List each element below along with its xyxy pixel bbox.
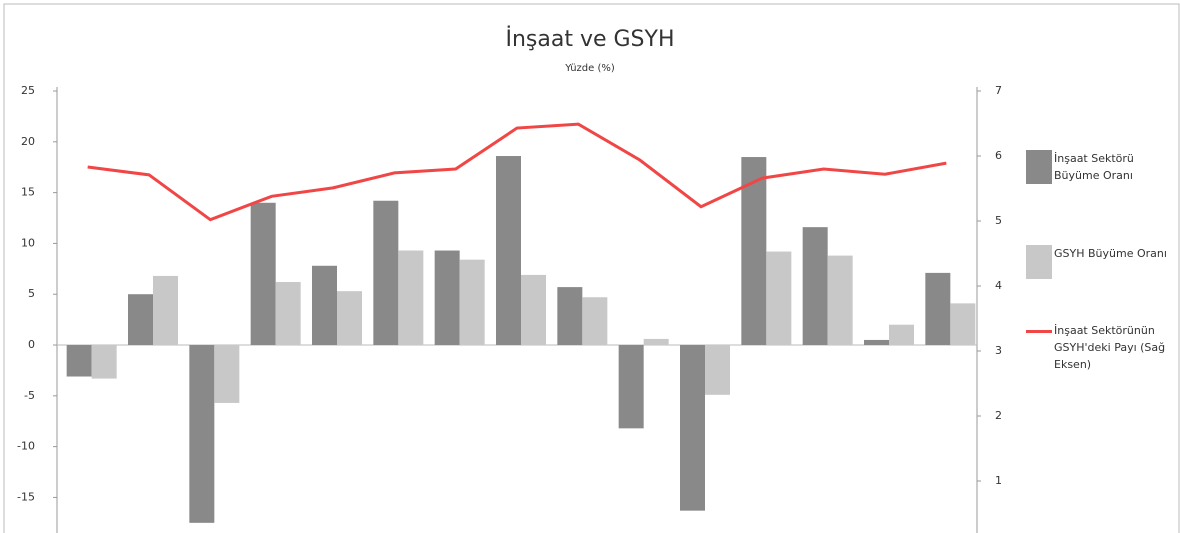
y2-tick-label: 1	[995, 474, 1002, 487]
chart-subtitle: Yüzde (%)	[564, 63, 615, 74]
bar	[91, 345, 117, 379]
y-tick-label: -5	[24, 389, 35, 402]
y-tick-label: -15	[17, 490, 35, 503]
legend-swatch	[1026, 245, 1052, 279]
legend-swatch	[1026, 150, 1052, 184]
y-tick-label: 5	[28, 287, 35, 300]
bar	[802, 227, 828, 346]
bar	[705, 345, 730, 395]
chart-title: İnşaat ve GSYH	[505, 26, 674, 52]
y2-tick-label: 5	[995, 214, 1002, 227]
bar	[337, 291, 362, 346]
y-tick-label: -10	[17, 440, 35, 453]
bar	[275, 282, 301, 346]
bar	[618, 345, 644, 429]
y2-tick-label: 7	[995, 84, 1002, 97]
bar	[889, 324, 914, 346]
bar	[496, 156, 521, 346]
line	[87, 122, 947, 222]
bar	[643, 338, 669, 346]
bar	[459, 259, 485, 346]
bar	[153, 275, 178, 346]
bar	[214, 345, 240, 403]
bar	[680, 345, 705, 511]
y-tick-label: 25	[21, 84, 35, 97]
bar	[864, 339, 889, 346]
y2-tick-label: 4	[995, 279, 1002, 292]
frame	[3, 3, 1180, 533]
bar	[250, 202, 276, 346]
bar	[189, 345, 215, 523]
y2-tick-label: 3	[995, 344, 1002, 357]
bar	[66, 345, 92, 377]
bar	[398, 250, 424, 346]
y-tick-label: 10	[21, 236, 35, 249]
bar	[434, 250, 460, 346]
bar	[766, 251, 792, 346]
bar	[582, 297, 608, 346]
bar	[128, 294, 153, 346]
bar	[373, 200, 399, 346]
y-tick-label: 0	[28, 338, 35, 351]
bar	[741, 157, 767, 346]
bar	[827, 255, 853, 346]
legend-label: GSYH Büyüme Oranı	[1054, 247, 1167, 260]
legend-label: İnşaat Sektörü Büyüme Oranı	[1054, 152, 1134, 182]
y2-tick-label: 6	[995, 149, 1002, 162]
bar	[925, 272, 951, 346]
bar	[521, 274, 546, 346]
legend-swatch	[1026, 330, 1052, 333]
bar	[312, 265, 337, 346]
y-tick-label: 15	[21, 186, 35, 199]
y2-tick-label: 2	[995, 409, 1002, 422]
bar	[950, 303, 976, 346]
legend-label: İnşaat Sektörünün GSYH'deki Payı (Sağ Ek…	[1054, 324, 1166, 371]
bar	[557, 287, 583, 346]
y-tick-label: 20	[21, 135, 35, 148]
